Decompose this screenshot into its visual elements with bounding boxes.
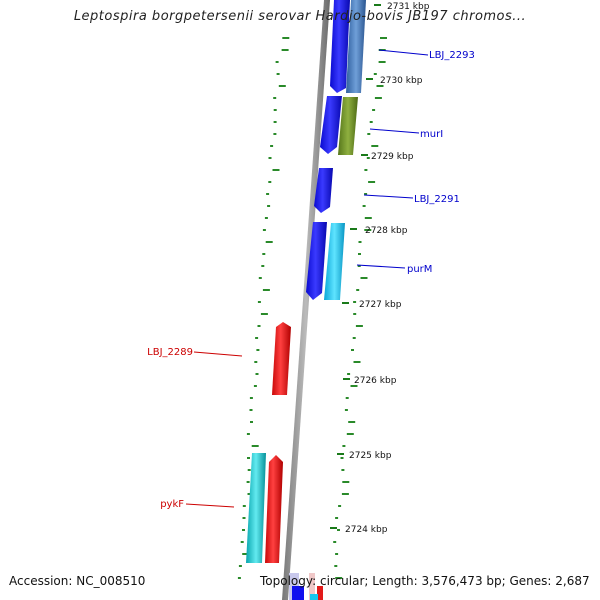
gene-label-lbj2289[interactable]: LBJ_2289 [147,347,193,358]
gene-lbj2293-cog [346,0,366,93]
gene-lbj2289-cds [272,322,291,395]
gene-pykf-cog [246,453,266,563]
gene-label-muri[interactable]: murI [420,129,443,140]
gene-muri-cog [338,97,358,155]
gene-muri-cds [320,96,342,154]
leader-lbj2291 [363,194,414,199]
gene-label-pykf[interactable]: pykF [160,499,184,510]
tick-label-2729: 2729 kbp [371,152,414,162]
gc-skew-right-trace [333,37,387,579]
gene-label-lbj2291[interactable]: LBJ_2291 [414,194,460,205]
tick-label-2727: 2727 kbp [359,300,402,310]
tick-label-2728: 2728 kbp [365,226,408,236]
gene-lbj2293-cds [330,0,350,93]
leader-muri [369,128,420,134]
gene-label-purm[interactable]: purM [407,264,432,275]
backbone-line [282,0,330,600]
tick-label-2724: 2724 kbp [345,525,388,535]
map-title: Leptospira borgpetersenii serovar Hardjo… [73,9,527,24]
tick-label-2731: 2731 kbp [387,2,430,12]
leader-lbj2293 [378,49,429,56]
tick-label-2726: 2726 kbp [354,376,397,386]
gene-pykf-cds [265,455,283,563]
gene-purm-cds [306,222,327,300]
tick-label-2730: 2730 kbp [380,76,423,86]
gene-label-lbj2293[interactable]: LBJ_2293 [429,50,475,61]
genome-summary: Topology: circular; Length: 3,576,473 bp… [260,574,590,588]
gene-purm-cog [324,223,345,300]
accession-label: Accession: NC_008510 [9,574,146,588]
leader-pykf [185,503,235,508]
leader-lbj2289 [193,351,243,357]
bottom-track-chips [289,573,323,600]
tick-label-2725: 2725 kbp [349,451,392,461]
leader-purm [356,264,406,269]
gene-lbj2291-cds [314,168,333,213]
